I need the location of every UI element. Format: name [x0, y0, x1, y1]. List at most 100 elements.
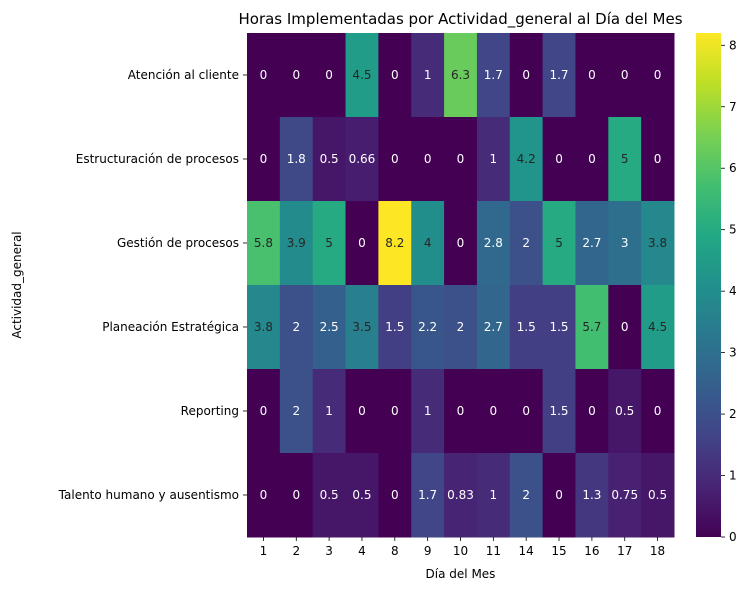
- cell-value-label: 2.5: [320, 320, 339, 334]
- heatmap-cell: [641, 369, 675, 454]
- cell-value-label: 0: [424, 152, 432, 166]
- cell-value-label: 1.7: [484, 68, 503, 82]
- heatmap-cell: [312, 369, 347, 454]
- colorbar-tick-label: 2: [729, 407, 737, 421]
- heatmap-cell: [378, 453, 412, 538]
- x-tick-label: 1: [260, 544, 268, 558]
- x-tick-label: 3: [325, 544, 333, 558]
- heatmap-cell: [542, 453, 576, 538]
- heatmap-cell: [641, 33, 675, 118]
- cell-value-label: 3.8: [254, 320, 273, 334]
- heatmap-cell: [509, 201, 544, 286]
- heatmap-cell-labels: 0 0 0 4.5 0 1 6.3 1.7 0 1.7 0 0 0 0 1.8 0.5 0.66 0 0 0 1 4.2 0…: [254, 68, 667, 502]
- heatmap-cell: [411, 33, 445, 118]
- colorbar-tick-label: 6: [729, 161, 737, 175]
- cell-value-label: 5: [325, 236, 333, 250]
- cell-value-label: 5.8: [254, 236, 273, 250]
- heatmap-cell: [411, 201, 445, 286]
- heatmap-cell: [345, 453, 379, 538]
- cell-value-label: 0.5: [320, 488, 339, 502]
- x-axis-ticks: 1 2 3 4 8 9 10 11 14 15 16 17 18: [260, 537, 665, 558]
- x-axis-label: Día del Mes: [426, 567, 496, 581]
- y-tick-label: Estructuración de procesos: [76, 152, 239, 166]
- heatmap-cell: [542, 117, 576, 202]
- cell-value-label: 0: [391, 152, 399, 166]
- heatmap-cell: [575, 369, 609, 454]
- cell-value-label: 2.8: [484, 236, 503, 250]
- heatmap-cell: [312, 285, 347, 370]
- x-tick-label: 10: [453, 544, 468, 558]
- cell-value-label: 0: [654, 152, 662, 166]
- x-tick-label: 9: [424, 544, 432, 558]
- cell-value-label: 1: [490, 152, 498, 166]
- cell-value-label: 0.5: [615, 404, 634, 418]
- cell-value-label: 0: [588, 68, 596, 82]
- cell-value-label: 2.2: [418, 320, 437, 334]
- heatmap-cell: [345, 369, 379, 454]
- cell-value-label: 0: [621, 320, 629, 334]
- heatmap-cell: [509, 33, 544, 118]
- heatmap-cell: [411, 369, 445, 454]
- heatmap-cell: [608, 33, 642, 118]
- cell-value-label: 2: [292, 404, 300, 418]
- cell-value-label: 0: [457, 404, 465, 418]
- cell-value-label: 4.2: [517, 152, 536, 166]
- heatmap-cell: [279, 369, 314, 454]
- heatmap-cell: [444, 33, 478, 118]
- colorbar: [696, 33, 721, 537]
- cell-value-label: 2: [457, 320, 465, 334]
- heatmap-cell: [247, 33, 281, 118]
- cell-value-label: 0: [260, 68, 268, 82]
- heatmap-cell: [575, 117, 609, 202]
- cell-value-label: 0.75: [611, 488, 638, 502]
- heatmap-cell: [476, 285, 511, 370]
- cell-value-label: 0: [522, 68, 530, 82]
- cell-value-label: 0: [555, 488, 563, 502]
- cell-value-label: 0.5: [648, 488, 667, 502]
- x-tick-label: 8: [391, 544, 399, 558]
- heatmap-cell: [411, 285, 445, 370]
- heatmap-cells: [247, 33, 675, 538]
- heatmap-cell: [575, 453, 609, 538]
- cell-value-label: 0: [490, 404, 498, 418]
- heatmap-cell: [378, 201, 412, 286]
- cell-value-label: 1.5: [549, 320, 568, 334]
- cell-value-label: 0: [292, 68, 300, 82]
- cell-value-label: 0.66: [349, 152, 376, 166]
- heatmap-cell: [476, 117, 511, 202]
- cell-value-label: 0: [391, 68, 399, 82]
- y-axis-label: Actividad_general: [10, 231, 24, 338]
- colorbar-tick-label: 5: [729, 223, 737, 237]
- cell-value-label: 0: [358, 236, 366, 250]
- heatmap-cell: [641, 201, 675, 286]
- heatmap-cell: [444, 453, 478, 538]
- heatmap-cell: [542, 201, 576, 286]
- cell-value-label: 1.7: [549, 68, 568, 82]
- heatmap-cell: [247, 117, 281, 202]
- cell-value-label: 3.8: [648, 236, 667, 250]
- cell-value-label: 0: [621, 68, 629, 82]
- cell-value-label: 1.8: [287, 152, 306, 166]
- cell-value-label: 0: [654, 68, 662, 82]
- heatmap-cell: [476, 453, 511, 538]
- cell-value-label: 1.5: [549, 404, 568, 418]
- heatmap-cell: [411, 453, 445, 538]
- heatmap-cell: [444, 369, 478, 454]
- heatmap-cell: [542, 33, 576, 118]
- cell-value-label: 1.5: [517, 320, 536, 334]
- heatmap-cell: [509, 369, 544, 454]
- y-tick-label: Gestión de procesos: [117, 236, 239, 250]
- x-tick-label: 14: [519, 544, 534, 558]
- y-tick-label: Planeación Estratégica: [102, 320, 239, 334]
- heatmap-cell: [247, 369, 281, 454]
- colorbar-tick-label: 1: [729, 469, 737, 483]
- heatmap-cell: [575, 33, 609, 118]
- colorbar-tick-label: 7: [729, 100, 737, 114]
- heatmap-cell: [279, 117, 314, 202]
- heatmap-cell: [444, 201, 478, 286]
- cell-value-label: 2: [522, 488, 530, 502]
- heatmap-cell: [476, 33, 511, 118]
- heatmap-cell: [476, 201, 511, 286]
- y-tick-label: Talento humano y ausentismo: [58, 488, 239, 502]
